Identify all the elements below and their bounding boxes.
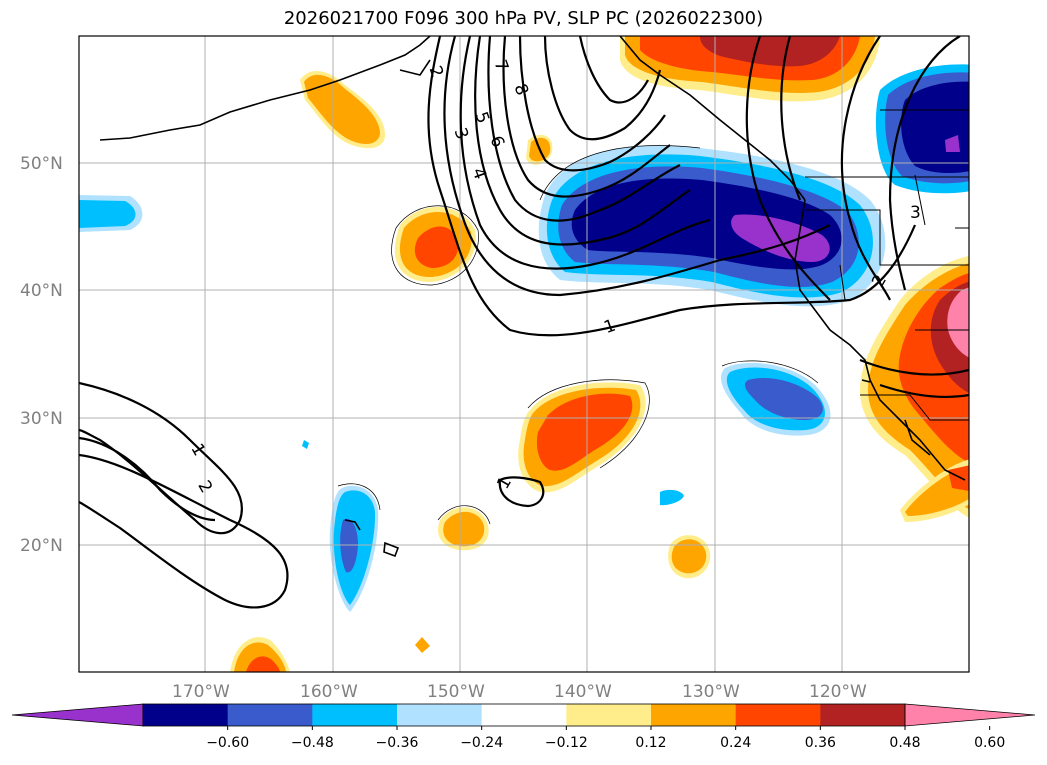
colorbar-tick-label: −0.24 (460, 735, 503, 751)
colorbar-segment (651, 704, 737, 726)
coastlines (99, 36, 966, 558)
lat-tick-label: 20°N (20, 536, 63, 556)
colorbar-tick-label: 0.60 (974, 735, 1005, 751)
colorbar-frame (142, 703, 906, 727)
colorbar-extend-low (11, 703, 144, 727)
colorbar-tick-label: −0.60 (206, 735, 249, 751)
colorbar-segment (735, 704, 821, 726)
colorbar-segment (143, 704, 229, 726)
pv-negative-northeast (875, 64, 969, 194)
colorbar-segment (481, 704, 567, 726)
lat-tick-label: 50°N (20, 154, 63, 174)
colorbar-segment (312, 704, 398, 726)
colorbar-tick-label: 0.36 (805, 735, 836, 751)
colorbar-segment (566, 704, 652, 726)
colorbar-segment (397, 704, 483, 726)
map-border (78, 35, 970, 673)
colorbar-segment (820, 704, 906, 726)
graticule (79, 36, 969, 672)
pv-positive-north (620, 36, 880, 102)
colorbar-tick-label: −0.36 (376, 735, 419, 751)
pv-outlines (337, 145, 819, 525)
pv-positive-central (394, 206, 476, 283)
colorbar-tick-label: −0.12 (545, 735, 588, 751)
pv-positive-east (860, 256, 969, 518)
lon-tick-label: 140°W (554, 682, 612, 702)
lon-tick-label: 150°W (427, 682, 485, 702)
pv-positive-gulf-alaska (300, 70, 385, 149)
pv-negative-subtropical (720, 362, 831, 436)
chart-title: 2026021700 F096 300 hPa PV, SLP PC (2026… (283, 8, 764, 29)
colorbar-tick-label: 0.24 (720, 735, 751, 751)
lon-tick-label: 120°W (809, 682, 867, 702)
pv-positive-subtropical (518, 382, 646, 493)
colorbar-tick-label: 0.12 (635, 735, 666, 751)
borders (805, 109, 969, 421)
lon-tick-label: 130°W (682, 682, 740, 702)
colorbar-tick-label: 0.48 (889, 735, 920, 751)
pv-negative-small (660, 489, 684, 506)
lat-labels: 50°N 40°N 30°N 20°N (20, 154, 63, 556)
contour-label: 3 (910, 203, 921, 223)
slp-contours (79, 36, 969, 609)
colorbar-segment (227, 704, 313, 726)
colorbar-tick-label: −0.48 (291, 735, 334, 751)
pv-negative-hawaii (329, 485, 379, 612)
colorbar: −0.60 −0.48 −0.36 −0.24 −0.12 0.12 0.24 0.36 0.4… (11, 703, 1036, 751)
lon-tick-label: 170°W (172, 682, 230, 702)
lon-tick-label: 160°W (300, 682, 358, 702)
map-panel (79, 36, 969, 672)
colorbar-extend-high (904, 703, 1036, 727)
lat-tick-label: 30°N (20, 409, 63, 429)
lat-tick-label: 40°N (20, 281, 63, 301)
lon-labels: 170°W 160°W 150°W 140°W 130°W 120°W (172, 682, 867, 702)
